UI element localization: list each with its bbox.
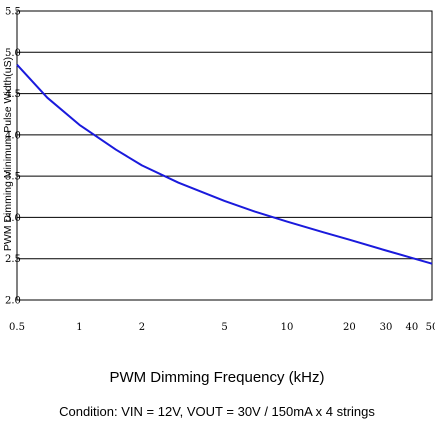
y-axis-label: PWM Dimming Minimum Pulse Width(uS) (2, 57, 14, 251)
plot-area-frame (16, 10, 433, 301)
y-tick-label: 4.0 (5, 130, 21, 141)
y-tick-label: 2.0 (5, 296, 21, 307)
x-axis-label: PWM Dimming Frequency (kHz) (109, 369, 324, 386)
series-layer (16, 64, 433, 265)
y-tick-label: 2.5 (5, 254, 21, 265)
x-tick-label: 20 (343, 322, 356, 333)
y-tick-label: 5.0 (5, 48, 21, 59)
x-tick-label: 0.5 (9, 322, 25, 333)
grid-lines (17, 51, 432, 260)
x-tick-label: 40 (406, 322, 419, 333)
condition-note: Condition: VIN = 12V, VOUT = 30V / 150mA… (59, 404, 375, 419)
x-axis-ticks: 0.5 1 2 5 10 20 30 40 50 (9, 322, 435, 333)
x-tick-label: 2 (139, 322, 145, 333)
x-tick-label: 1 (76, 322, 82, 333)
x-tick-label: 50 (426, 322, 435, 333)
y-tick-label: 3.0 (5, 213, 21, 224)
y-tick-label: 3.5 (5, 172, 21, 183)
y-tick-label: 5.5 (5, 7, 21, 18)
x-tick-label: 30 (380, 322, 393, 333)
x-tick-label: 10 (281, 322, 294, 333)
series-line (16, 64, 433, 265)
x-tick-label: 5 (221, 322, 227, 333)
y-axis-ticks: 2.0 2.5 3.0 3.5 4.0 4.5 5.0 5.5 (5, 7, 21, 307)
y-tick-label: 4.5 (5, 89, 21, 100)
